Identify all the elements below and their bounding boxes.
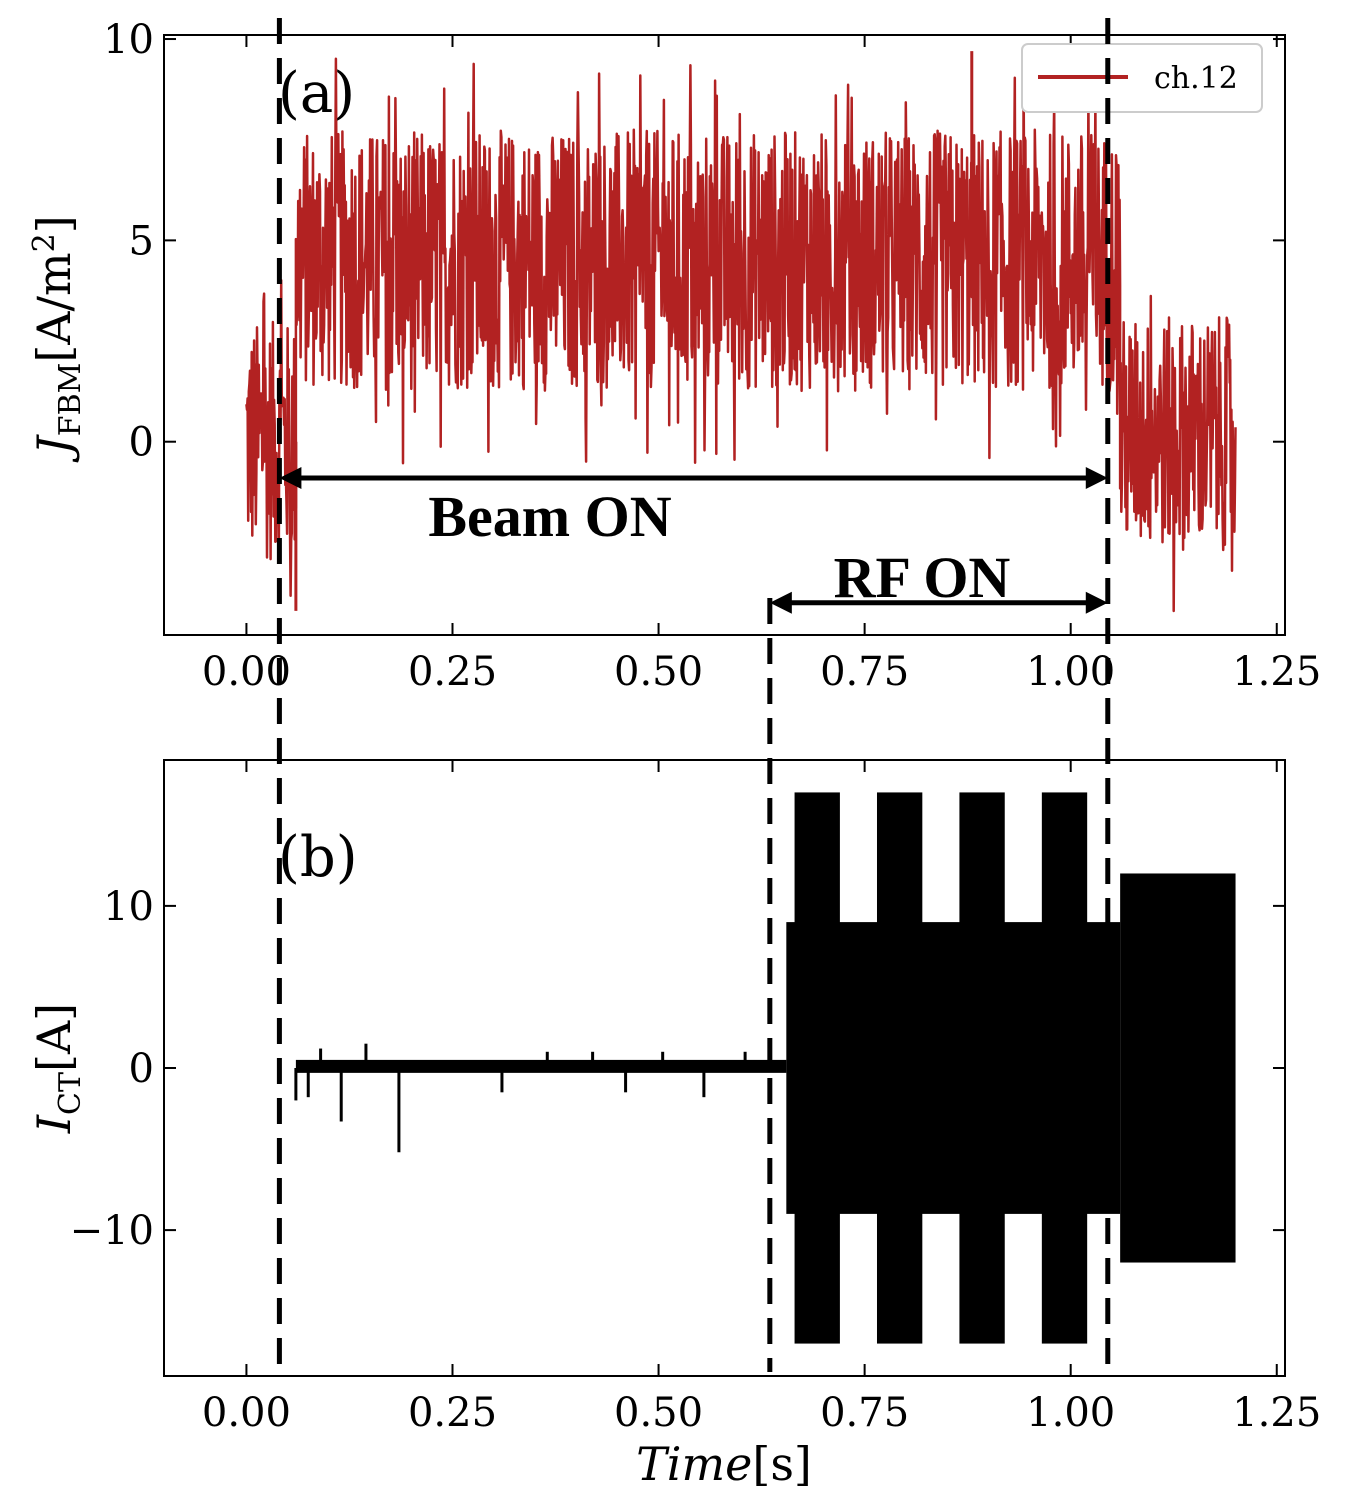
panel-a-x-tick-label: 1.25 <box>1232 649 1321 695</box>
panel-b-y-tick-label: 10 <box>103 884 154 930</box>
panel-a-ylabel-symbol: J <box>27 434 81 463</box>
panel-b-x-tick-label: 0.50 <box>614 1390 703 1436</box>
rf-on-annotation: RF ON <box>834 545 1011 610</box>
panel-a-ylabel-units-sup: 2 <box>27 233 62 252</box>
ict-rf-burst <box>876 792 923 1344</box>
panel-b-xlabel: Time[s] <box>636 1437 812 1491</box>
panel-b-ylabel-symbol: I <box>27 1114 81 1134</box>
panel-b-label: (b) <box>278 825 358 890</box>
panel-b-ylabel-subscript: CT <box>53 1072 88 1115</box>
legend-box <box>1021 43 1263 113</box>
beam-on-arrow-head-right <box>1085 466 1108 489</box>
panel-b-x-tick-label: 0.75 <box>820 1390 909 1436</box>
panel-b: 0.00 0.25 0.50 0.75 1.00 1.25 −10 0 10 (b) ICT[A… <box>27 759 1321 1491</box>
panel-b-x-tick-label: 0.00 <box>202 1390 291 1436</box>
legend-label: ch.12 <box>1154 61 1238 96</box>
panel-a-y-tick-label: 5 <box>129 218 154 264</box>
panel-a-ylabel-units: [A/m <box>27 252 81 362</box>
panel-a-x-tick-label: 0.25 <box>408 649 497 695</box>
ict-post-band <box>1120 873 1236 1263</box>
rf-on-arrow-head-left <box>769 591 792 614</box>
panel-a-ylabel-subscript: FBM <box>53 363 88 437</box>
ict-rf-burst <box>1041 792 1088 1344</box>
panel-b-ylabel: ICT[A] <box>27 1003 88 1134</box>
panel-a-ylabel-units-end: ] <box>27 215 81 233</box>
panel-a-x-tick-label: 0.75 <box>820 649 909 695</box>
panel-b-y-tick-label: −10 <box>70 1208 154 1254</box>
panel-b-series-ict <box>294 792 1236 1344</box>
panel-a-y-tick-label: 10 <box>103 17 154 63</box>
panel-b-ylabel-units: [A] <box>27 1003 81 1072</box>
beam-on-annotation: Beam ON <box>428 484 671 549</box>
panel-b-x-tick-label: 1.00 <box>1026 1390 1115 1436</box>
beam-on-arrow-head-left <box>279 466 302 489</box>
panel-b-x-tick-label: 1.25 <box>1232 1390 1321 1436</box>
panel-a-axes-frame <box>163 34 1286 636</box>
panel-b-xlabel-symbol: Time <box>636 1437 752 1491</box>
ict-rf-burst <box>794 792 840 1344</box>
dashed-vertical-lines <box>276 18 1111 1372</box>
panel-a-series-ch12 <box>245 51 1237 613</box>
panel-a: 0.00 0.25 0.50 0.75 1.00 1.25 0 5 10 (a) ch.12 B… <box>27 17 1321 695</box>
panel-b-y-tick-label: 0 <box>129 1046 154 1092</box>
panel-b-xlabel-units: [s] <box>752 1437 812 1491</box>
panel-b-ticks: 0.00 0.25 0.50 0.75 1.00 1.25 −10 0 10 <box>70 760 1321 1436</box>
panel-a-y-tick-label: 0 <box>129 420 154 466</box>
panel-a-x-tick-label: 1.00 <box>1026 649 1115 695</box>
panel-a-ticks: 0.00 0.25 0.50 0.75 1.00 1.25 0 5 10 <box>103 17 1321 695</box>
panel-a-arrows <box>279 466 1108 614</box>
ict-baseline <box>295 1059 787 1073</box>
ict-rf-burst <box>959 792 1005 1344</box>
rf-on-arrow-head-right <box>1085 591 1108 614</box>
panel-b-x-tick-label: 0.25 <box>408 1390 497 1436</box>
legend: ch.12 <box>1021 43 1263 113</box>
panel-a-ylabel: JFBM[A/m2] <box>27 215 88 462</box>
ch12-trace <box>245 57 1237 613</box>
panel-a-label: (a) <box>278 61 355 126</box>
panel-a-x-tick-label: 0.00 <box>202 649 291 695</box>
panel-a-x-tick-label: 0.50 <box>614 649 703 695</box>
